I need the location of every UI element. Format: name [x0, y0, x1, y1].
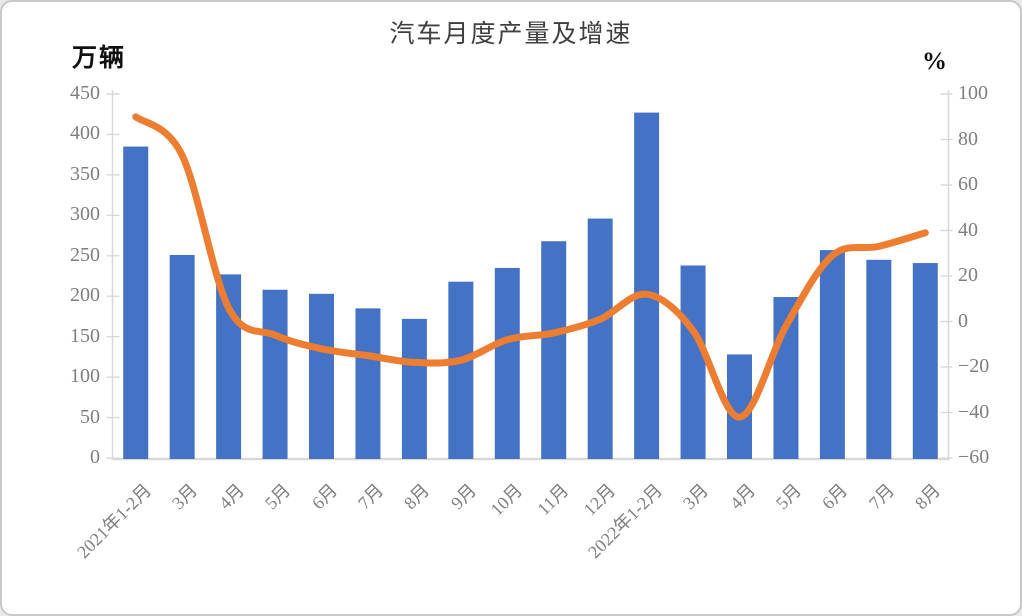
y-right-tick-label: 0: [958, 309, 968, 332]
y-right-tick-label: −60: [958, 446, 990, 468]
bar: [355, 308, 381, 459]
bar: [541, 241, 567, 459]
growth-line: [132, 113, 929, 421]
y-right-tick-label: 20: [958, 264, 978, 286]
bar: [680, 265, 706, 459]
bar: [123, 146, 149, 460]
y-left-tick-label: 50: [80, 405, 100, 428]
chart-title: 汽车月度产量及增速: [389, 21, 633, 48]
bar: [448, 281, 474, 459]
y-left-tick-label: 150: [70, 324, 100, 347]
right-axis-unit-label: %: [922, 48, 947, 75]
bar: [262, 289, 288, 459]
y-left-tick-label: 400: [70, 122, 100, 145]
y-left-tick-label: 300: [70, 203, 100, 226]
bar: [819, 250, 845, 459]
y-left-tick-label: 450: [70, 82, 100, 104]
left-axis-unit-label: 万辆: [72, 45, 127, 72]
y-left-tick-label: 100: [70, 365, 100, 388]
bar: [494, 267, 520, 459]
bar: [169, 254, 195, 459]
bar: [401, 318, 427, 459]
y-right-tick-label: −40: [958, 400, 990, 423]
bar: [634, 112, 660, 460]
y-right-tick-label: 40: [958, 218, 978, 241]
y-left-tick-label: 350: [70, 162, 100, 185]
y-right-tick-label: 60: [958, 173, 978, 195]
y-left-tick-label: 0: [90, 446, 100, 468]
y-left-tick-label: 200: [70, 284, 100, 307]
bar: [866, 259, 892, 459]
bar: [309, 293, 334, 459]
y-right-tick-label: 100: [958, 82, 988, 104]
bar: [912, 263, 938, 459]
y-right-tick-label: 80: [958, 127, 978, 150]
y-left-tick-label: 250: [70, 243, 100, 266]
bar: [587, 218, 613, 459]
y-right-tick-label: −20: [958, 355, 990, 377]
